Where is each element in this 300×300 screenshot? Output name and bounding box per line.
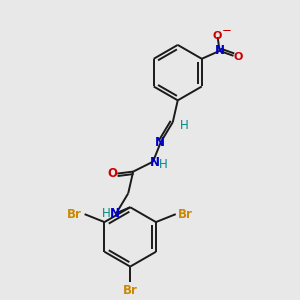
Text: −: −: [222, 24, 232, 37]
Text: N: N: [110, 207, 120, 220]
Text: H: H: [158, 158, 167, 171]
Text: O: O: [234, 52, 243, 62]
Text: N: N: [214, 44, 225, 57]
Text: N: N: [155, 136, 165, 149]
Text: N: N: [150, 156, 160, 169]
Text: O: O: [213, 31, 222, 41]
Text: H: H: [180, 118, 189, 132]
Text: O: O: [107, 167, 117, 180]
Text: Br: Br: [123, 284, 138, 297]
Text: H: H: [102, 207, 111, 220]
Text: Br: Br: [67, 208, 82, 221]
Text: Br: Br: [178, 208, 193, 221]
